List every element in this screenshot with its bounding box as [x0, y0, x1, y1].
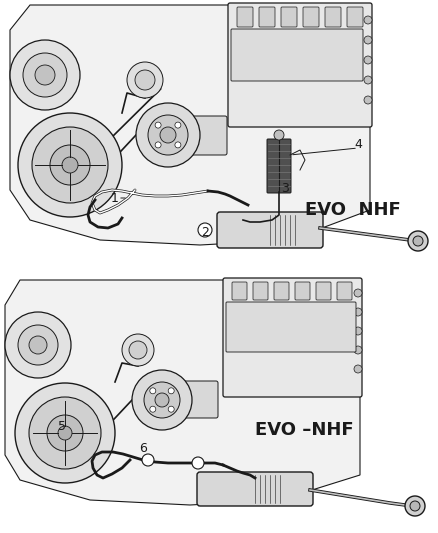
FancyBboxPatch shape — [181, 381, 218, 418]
Circle shape — [155, 393, 169, 407]
FancyBboxPatch shape — [316, 282, 331, 300]
Circle shape — [142, 454, 154, 466]
Circle shape — [364, 56, 372, 64]
Circle shape — [274, 130, 284, 140]
FancyBboxPatch shape — [237, 7, 253, 27]
Circle shape — [364, 16, 372, 24]
Circle shape — [18, 113, 122, 217]
FancyBboxPatch shape — [223, 278, 362, 397]
FancyBboxPatch shape — [347, 7, 363, 27]
Circle shape — [23, 53, 67, 97]
Circle shape — [29, 336, 47, 354]
Text: 1: 1 — [111, 191, 119, 205]
Circle shape — [410, 501, 420, 511]
FancyBboxPatch shape — [228, 3, 372, 127]
Circle shape — [354, 308, 362, 316]
Text: EVO  NHF: EVO NHF — [305, 201, 401, 219]
Circle shape — [168, 388, 174, 394]
Circle shape — [10, 40, 80, 110]
Circle shape — [364, 76, 372, 84]
FancyBboxPatch shape — [231, 29, 363, 81]
FancyBboxPatch shape — [281, 7, 297, 27]
Circle shape — [129, 341, 147, 359]
Circle shape — [58, 426, 72, 440]
FancyBboxPatch shape — [232, 282, 247, 300]
Circle shape — [364, 96, 372, 104]
FancyBboxPatch shape — [325, 7, 341, 27]
Circle shape — [155, 122, 161, 128]
Circle shape — [18, 325, 58, 365]
FancyBboxPatch shape — [337, 282, 352, 300]
Circle shape — [413, 236, 423, 246]
FancyBboxPatch shape — [226, 302, 356, 352]
Circle shape — [29, 397, 101, 469]
Circle shape — [175, 122, 181, 128]
Circle shape — [354, 327, 362, 335]
FancyBboxPatch shape — [259, 7, 275, 27]
Circle shape — [148, 115, 188, 155]
Circle shape — [168, 406, 174, 412]
Text: 3: 3 — [281, 182, 289, 195]
Circle shape — [364, 36, 372, 44]
Circle shape — [32, 127, 108, 203]
Circle shape — [15, 383, 115, 483]
Circle shape — [155, 142, 161, 148]
Text: EVO –NHF: EVO –NHF — [255, 421, 353, 439]
Circle shape — [5, 312, 71, 378]
Circle shape — [150, 406, 156, 412]
FancyBboxPatch shape — [267, 139, 291, 193]
Circle shape — [132, 370, 192, 430]
Circle shape — [354, 289, 362, 297]
Text: 6: 6 — [139, 441, 147, 455]
Circle shape — [408, 231, 428, 251]
Circle shape — [198, 223, 212, 237]
Text: 2: 2 — [201, 225, 209, 238]
Circle shape — [150, 388, 156, 394]
Circle shape — [136, 103, 200, 167]
Circle shape — [354, 346, 362, 354]
Circle shape — [35, 65, 55, 85]
FancyBboxPatch shape — [303, 7, 319, 27]
FancyBboxPatch shape — [274, 282, 289, 300]
FancyBboxPatch shape — [188, 116, 227, 155]
Circle shape — [405, 496, 425, 516]
Circle shape — [47, 415, 83, 451]
FancyBboxPatch shape — [197, 472, 313, 506]
Circle shape — [175, 142, 181, 148]
FancyBboxPatch shape — [253, 282, 268, 300]
Circle shape — [160, 127, 176, 143]
FancyBboxPatch shape — [217, 212, 323, 248]
Circle shape — [122, 334, 154, 366]
Polygon shape — [10, 5, 370, 245]
Circle shape — [354, 365, 362, 373]
Circle shape — [144, 382, 180, 418]
Circle shape — [50, 145, 90, 185]
Polygon shape — [5, 280, 360, 505]
Circle shape — [192, 457, 204, 469]
Text: 5: 5 — [58, 421, 66, 433]
Circle shape — [127, 62, 163, 98]
Text: 4: 4 — [354, 139, 362, 151]
FancyBboxPatch shape — [295, 282, 310, 300]
Circle shape — [135, 70, 155, 90]
Circle shape — [62, 157, 78, 173]
